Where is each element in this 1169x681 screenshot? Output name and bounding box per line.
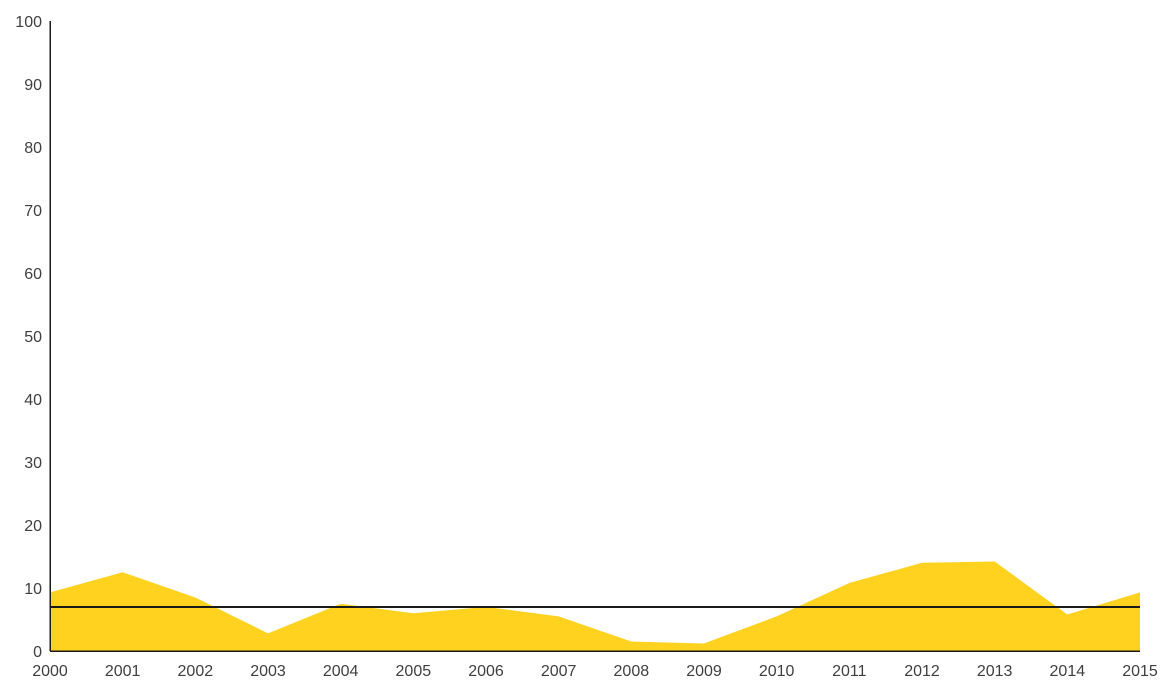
x-tick-label-2002: 2002 xyxy=(178,663,214,680)
x-tick-label-2015: 2015 xyxy=(1122,663,1158,680)
x-tick-label-2010: 2010 xyxy=(759,663,795,680)
y-tick-label-70: 70 xyxy=(24,203,42,220)
y-tick-labels: 0 10 20 30 40 50 60 70 80 90 100 xyxy=(15,14,42,661)
x-tick-label-2003: 2003 xyxy=(250,663,286,680)
y-tick-label-90: 90 xyxy=(24,77,42,94)
x-tick-label-2009: 2009 xyxy=(686,663,722,680)
x-tick-label-2007: 2007 xyxy=(541,663,577,680)
axes-group xyxy=(49,21,1140,652)
y-tick-label-50: 50 xyxy=(24,329,42,346)
x-tick-label-2006: 2006 xyxy=(468,663,504,680)
y-tick-label-100: 100 xyxy=(15,14,42,31)
y-tick-label-0: 0 xyxy=(33,644,42,661)
x-tick-label-2013: 2013 xyxy=(977,663,1013,680)
y-tick-label-10: 10 xyxy=(24,581,42,598)
x-tick-labels: 2000 2001 2002 2003 2004 2005 2006 2007 2008 2009… xyxy=(32,663,1158,680)
y-tick-label-20: 20 xyxy=(24,518,42,535)
x-tick-label-2011: 2011 xyxy=(832,663,867,680)
y-tick-label-60: 60 xyxy=(24,266,42,283)
x-tick-label-2012: 2012 xyxy=(904,663,940,680)
x-tick-label-2001: 2001 xyxy=(105,663,141,680)
y-tick-label-80: 80 xyxy=(24,140,42,157)
x-tick-label-2014: 2014 xyxy=(1050,663,1086,680)
area-series-0 xyxy=(50,561,1140,651)
x-tick-label-2005: 2005 xyxy=(396,663,432,680)
x-tick-label-2008: 2008 xyxy=(614,663,650,680)
y-tick-label-30: 30 xyxy=(24,455,42,472)
x-tick-label-2004: 2004 xyxy=(323,663,359,680)
y-tick-label-40: 40 xyxy=(24,392,42,409)
x-tick-label-2000: 2000 xyxy=(32,663,68,680)
